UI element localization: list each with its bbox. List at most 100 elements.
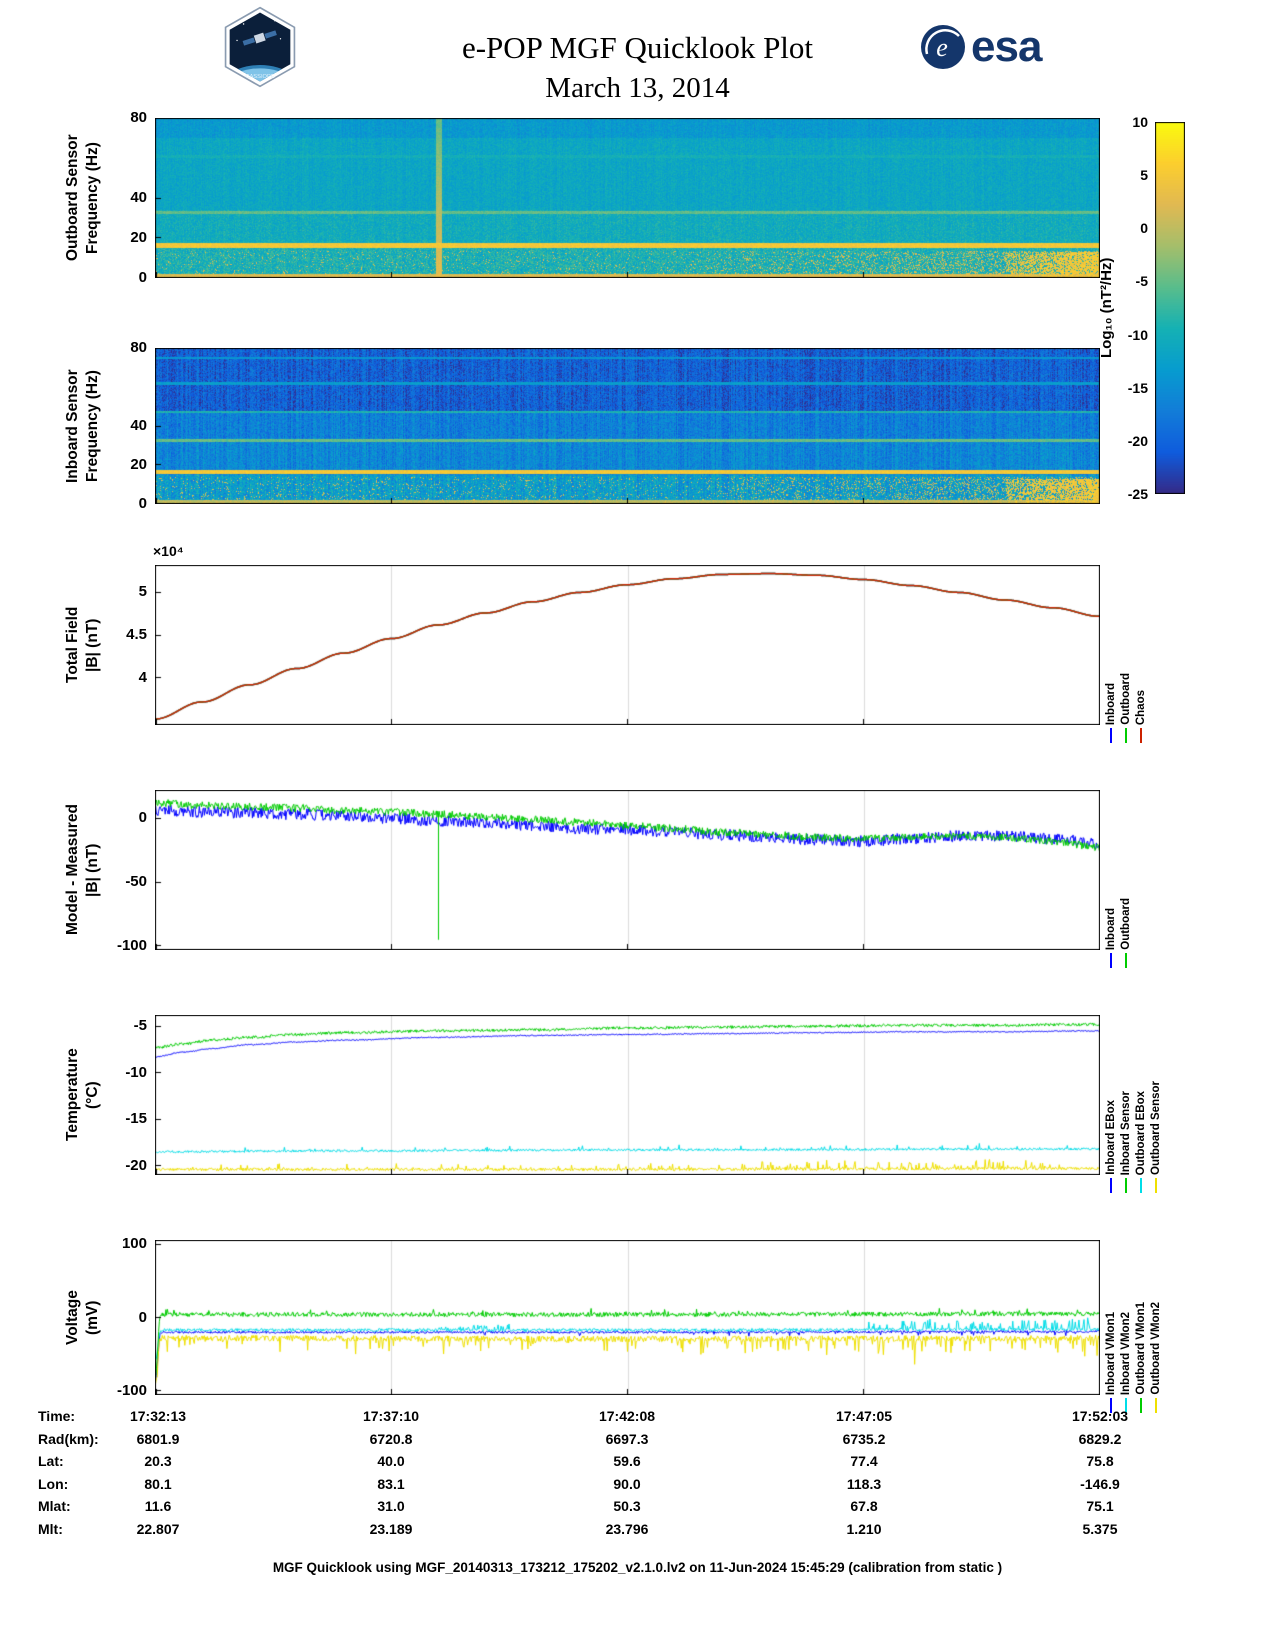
temperature-panel: Temperature (°C) -5 -10 -15 -20 Inboard EBox… xyxy=(64,1015,1162,1193)
esa-emblem-icon: e xyxy=(921,25,965,69)
esa-logo: e esa xyxy=(920,24,1042,70)
table-row: Time: 17:32:13 17:37:10 17:42:08 17:47:05 17:… xyxy=(0,1408,1275,1431)
table-cell: 50.3 xyxy=(613,1498,641,1514)
colorbar-tick-label: -15 xyxy=(1127,379,1148,396)
footer-note: MGF Quicklook using MGF_20140313_173212_… xyxy=(272,1560,1003,1575)
table-cell: 23.189 xyxy=(369,1520,413,1537)
badge-space xyxy=(229,12,291,82)
table-row-label: Mlt: xyxy=(38,1520,63,1537)
table-cell: 77.4 xyxy=(850,1453,878,1469)
table-cell: 17:32:13 xyxy=(129,1408,187,1424)
colorbar-tick-label: 0 xyxy=(1140,220,1148,237)
table-cell: 75.8 xyxy=(1086,1453,1114,1469)
table-cell: 31.0 xyxy=(377,1498,405,1514)
y-axis-multiplier: ×10⁴ xyxy=(153,543,184,559)
ylabel-line: Total Field xyxy=(63,606,81,684)
legend-line-sample xyxy=(1125,1178,1127,1193)
table-cell: 17:52:03 xyxy=(1071,1408,1129,1424)
inboard-spectrogram-panel: Inboard Sensor Frequency (Hz) 80 40 20 0 xyxy=(64,339,1100,512)
legend-line-sample xyxy=(1155,1178,1157,1193)
y-tick-label: -10 xyxy=(125,1063,147,1081)
total_field-legend: Inboard Outboard Chaos xyxy=(1105,567,1147,743)
y-tick-label: 100 xyxy=(121,1234,147,1252)
y-tick-label: 80 xyxy=(130,109,147,126)
colorbar-tick-label: -5 xyxy=(1135,273,1148,290)
table-cell: 6697.3 xyxy=(605,1430,649,1447)
table-row-label: Time: xyxy=(38,1408,76,1424)
legend-item: Outboard EBox xyxy=(1135,1017,1147,1193)
legend-line-sample xyxy=(1125,728,1127,743)
temperature-legend: Inboard EBox Inboard Sensor Outboard EBox O… xyxy=(1105,1017,1162,1193)
table-cell: -146.9 xyxy=(1080,1475,1120,1492)
ylabel-line: Outboard Sensor xyxy=(63,134,81,262)
inboard-spectrogram-ylabel: Inboard Sensor Frequency (Hz) xyxy=(63,348,103,504)
legend-label: Inboard xyxy=(1105,682,1117,725)
ylabel-line: |B| (nT) xyxy=(83,843,101,897)
table-cell: 11.6 xyxy=(144,1498,172,1514)
table-row: Mlat: 11.6 31.0 50.3 67.8 75.1 xyxy=(0,1498,1275,1521)
y-tick-label: -100 xyxy=(116,1382,147,1400)
model-minus-measured-panel: Model - Measured |B| (nT) 0 -50 -100 Inboar… xyxy=(64,790,1132,968)
legend-line-sample xyxy=(1110,953,1112,968)
legend-label: Outboard VMon1 xyxy=(1135,1302,1147,1395)
legend-line-sample xyxy=(1140,1398,1142,1413)
legend-line-sample xyxy=(1110,728,1112,743)
colorbar-canvas xyxy=(1155,122,1185,494)
legend-label: Outboard xyxy=(1120,673,1132,725)
temperature-ylabel: Temperature (°C) xyxy=(63,1015,103,1175)
voltage-panel: Voltage (mV) 100 0 -100 Inboard VMon1 Inboar… xyxy=(64,1235,1162,1413)
legend-label: Outboard xyxy=(1120,898,1132,950)
outboard-spectrogram-panel: Outboard Sensor Frequency (Hz) 80 40 20 0 xyxy=(64,109,1100,286)
inboard-spectrogram-canvas xyxy=(155,348,1100,504)
y-tick-label: 80 xyxy=(130,339,147,356)
legend-label: Inboard Sensor xyxy=(1120,1090,1132,1175)
legend-line-sample xyxy=(1110,1398,1112,1413)
colorbar-tick-label: -10 xyxy=(1127,326,1148,343)
legend-item: Inboard Sensor xyxy=(1120,1017,1132,1193)
y-tick-label: 20 xyxy=(130,456,147,473)
voltage-ylabel: Voltage (mV) xyxy=(63,1240,103,1395)
temperature-canvas xyxy=(155,1015,1100,1175)
y-tick-label: -50 xyxy=(125,873,147,891)
voltage-canvas xyxy=(155,1240,1100,1395)
total-field-panel: ×10⁴ Total Field |B| (nT) 5 4.5 4 Inboard Ou… xyxy=(64,543,1147,743)
table-row: Lon: 80.1 83.1 90.0 118.3 -146.9 xyxy=(0,1476,1275,1499)
table-row-label: Lat: xyxy=(38,1453,64,1469)
table-cell: 22.807 xyxy=(136,1520,180,1537)
badge-satellite-icon xyxy=(242,30,277,46)
legend-line-sample xyxy=(1140,1178,1142,1193)
y-tick-label: 40 xyxy=(130,417,147,434)
legend-label: Chaos xyxy=(1135,689,1147,725)
y-tick-label: 5 xyxy=(138,583,147,601)
legend-label: Outboard Sensor xyxy=(1150,1081,1162,1175)
table-cell: 6735.2 xyxy=(842,1430,886,1447)
legend-label: Inboard EBox xyxy=(1105,1100,1117,1175)
table-cell: 83.1 xyxy=(377,1475,405,1492)
ylabel-line: Voltage xyxy=(63,1290,81,1345)
legend-line-sample xyxy=(1155,1398,1157,1413)
table-row: Rad(km): 6801.9 6720.8 6697.3 6735.2 6829.2 xyxy=(0,1431,1275,1454)
ylabel-line: Inboard Sensor xyxy=(63,369,81,483)
legend-item: Outboard Sensor xyxy=(1150,1017,1162,1193)
outboard-spectrogram-ylabel: Outboard Sensor Frequency (Hz) xyxy=(63,118,103,278)
colorbar: Log₁₀ (nT²/Hz) 10 5 0 -5 -10 -15 -20 -25 xyxy=(1098,114,1185,502)
table-cell: 20.3 xyxy=(144,1453,172,1469)
ylabel-line: Model - Measured xyxy=(63,804,81,936)
y-tick-label: 0 xyxy=(138,269,147,286)
table-cell: 59.6 xyxy=(613,1453,641,1469)
table-cell: 6801.9 xyxy=(136,1430,180,1447)
table-row-label: Rad(km): xyxy=(38,1430,99,1447)
model-minus-measured-ylabel: Model - Measured |B| (nT) xyxy=(63,790,103,950)
legend-item: Inboard xyxy=(1105,567,1117,743)
table-cell: 23.796 xyxy=(605,1520,649,1537)
y-tick-label: -15 xyxy=(125,1110,147,1128)
colorbar-tick-label: -25 xyxy=(1127,486,1148,502)
colorbar-label: Log₁₀ (nT²/Hz) xyxy=(1098,257,1115,359)
table-row: Mlt: 22.807 23.189 23.796 1.210 5.375 xyxy=(0,1521,1275,1544)
legend-item: Outboard xyxy=(1120,792,1132,968)
legend-item: Inboard xyxy=(1105,792,1117,968)
y-tick-label: 0 xyxy=(138,495,147,512)
y-tick-label: 0 xyxy=(138,1308,147,1326)
y-tick-label: 4.5 xyxy=(126,626,147,644)
